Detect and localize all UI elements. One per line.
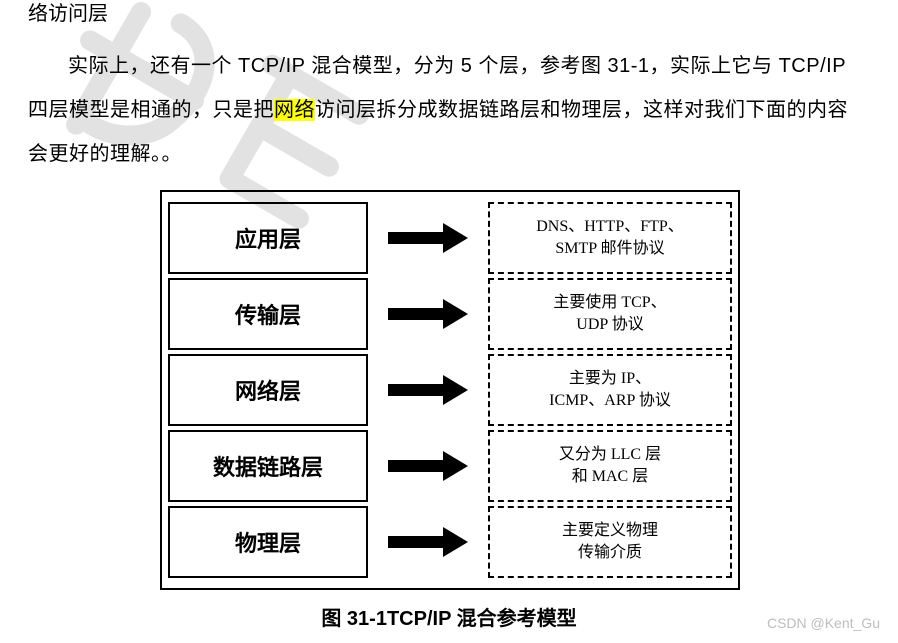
layer-box: 传输层 xyxy=(168,278,368,350)
desc-line: 主要使用 TCP、 xyxy=(553,292,666,314)
desc-line: 和 MAC 层 xyxy=(572,466,648,488)
desc-line: 主要定义物理 xyxy=(562,520,658,542)
desc-line: DNS、HTTP、FTP、 xyxy=(536,216,684,238)
csdn-watermark: CSDN @Kent_Gu xyxy=(767,615,880,631)
tcpip-model-diagram: 应用层 DNS、HTTP、FTP、 SMTP 邮件协议 传输层 主要使用 TCP… xyxy=(160,190,740,590)
figure-caption: 图 31-1TCP/IP 混合参考模型 xyxy=(0,602,898,631)
para-highlight: 网络 xyxy=(274,99,315,121)
layer-box: 物理层 xyxy=(168,506,368,578)
layer-box: 数据链路层 xyxy=(168,430,368,502)
desc-line: 传输介质 xyxy=(578,542,642,564)
desc-line: 又分为 LLC 层 xyxy=(559,444,661,466)
desc-box: 主要为 IP、 ICMP、ARP 协议 xyxy=(488,354,732,426)
arrow-icon xyxy=(368,430,488,502)
diagram-row: 网络层 主要为 IP、 ICMP、ARP 协议 xyxy=(168,354,732,426)
desc-box: 主要使用 TCP、 UDP 协议 xyxy=(488,278,732,350)
diagram-row: 传输层 主要使用 TCP、 UDP 协议 xyxy=(168,278,732,350)
desc-box: 主要定义物理 传输介质 xyxy=(488,506,732,578)
layer-box: 网络层 xyxy=(168,354,368,426)
desc-box: 又分为 LLC 层 和 MAC 层 xyxy=(488,430,732,502)
diagram-row: 物理层 主要定义物理 传输介质 xyxy=(168,506,732,578)
body-paragraph: 实际上，还有一个 TCP/IP 混合模型，分为 5 个层，参考图 31-1，实际… xyxy=(28,44,858,176)
diagram-row: 应用层 DNS、HTTP、FTP、 SMTP 邮件协议 xyxy=(168,202,732,274)
arrow-icon xyxy=(368,506,488,578)
arrow-icon xyxy=(368,354,488,426)
arrow-icon xyxy=(368,202,488,274)
desc-box: DNS、HTTP、FTP、 SMTP 邮件协议 xyxy=(488,202,732,274)
truncated-line-top: 络访问层 xyxy=(28,0,108,28)
diagram-row: 数据链路层 又分为 LLC 层 和 MAC 层 xyxy=(168,430,732,502)
desc-line: SMTP 邮件协议 xyxy=(555,238,664,260)
desc-line: 主要为 IP、 xyxy=(569,368,651,390)
arrow-icon xyxy=(368,278,488,350)
desc-line: ICMP、ARP 协议 xyxy=(549,390,671,412)
layer-box: 应用层 xyxy=(168,202,368,274)
desc-line: UDP 协议 xyxy=(576,314,643,336)
